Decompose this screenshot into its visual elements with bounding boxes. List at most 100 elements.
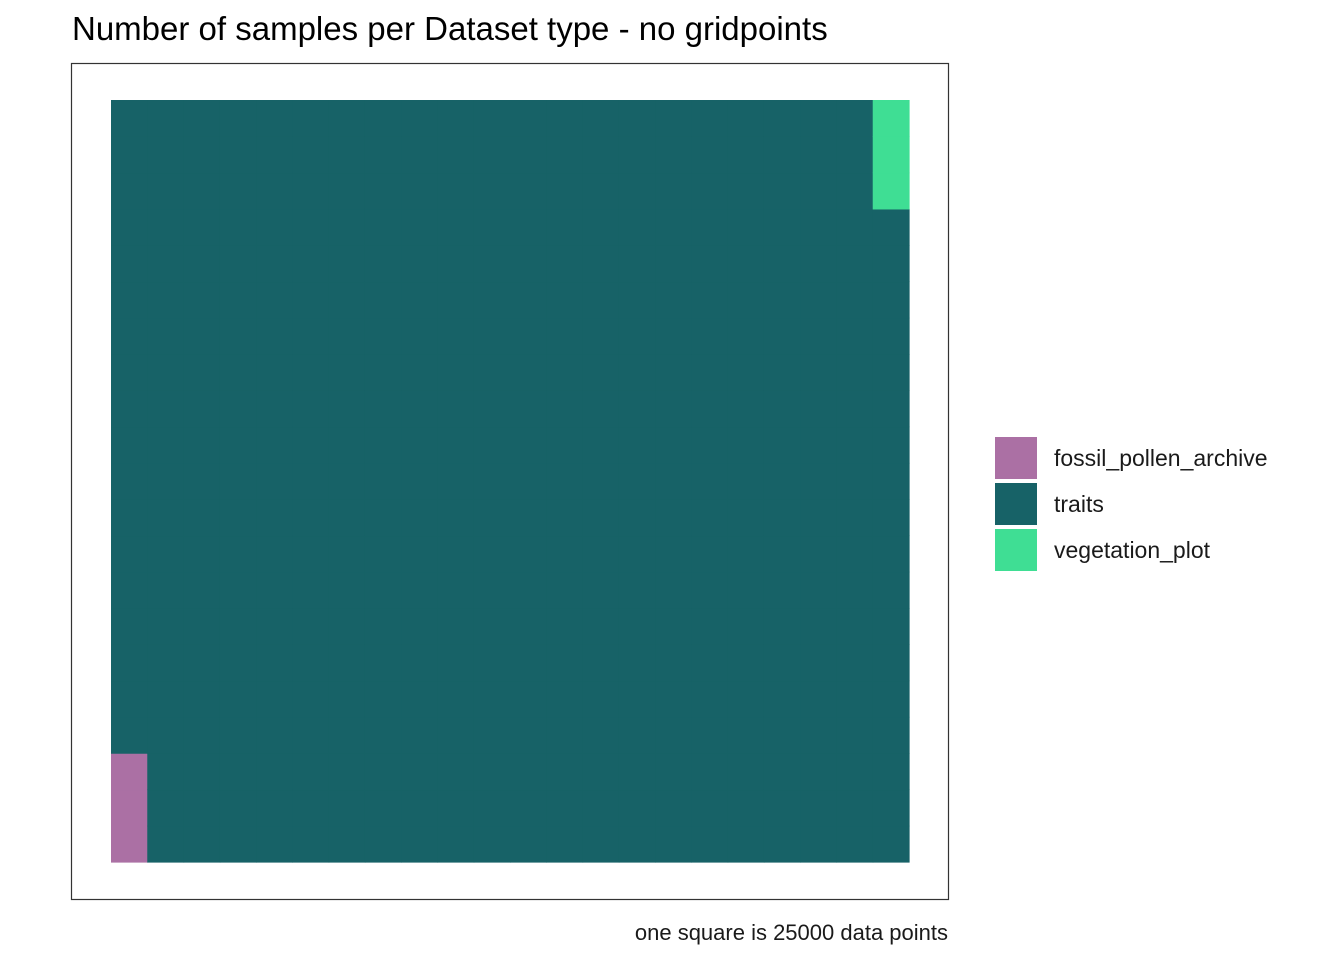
waffle-square-traits bbox=[219, 499, 257, 537]
waffle-square-traits bbox=[437, 462, 475, 500]
waffle-square-traits bbox=[800, 571, 838, 609]
waffle-square-traits bbox=[256, 608, 293, 645]
waffle-square-traits bbox=[582, 716, 620, 754]
waffle-square-traits bbox=[256, 644, 293, 682]
waffle-square-traits bbox=[655, 571, 692, 609]
waffle-square-traits bbox=[582, 753, 620, 791]
waffle-square-traits bbox=[510, 354, 547, 391]
waffle-square-traits bbox=[111, 608, 148, 645]
waffle-square-traits bbox=[328, 499, 366, 537]
waffle-square-traits bbox=[546, 317, 584, 355]
waffle-square-vegetation-plot bbox=[872, 172, 910, 210]
waffle-square-traits bbox=[727, 608, 765, 645]
waffle-square-traits bbox=[582, 789, 620, 827]
waffle-square-traits bbox=[800, 499, 838, 537]
waffle-square-traits bbox=[510, 208, 547, 246]
waffle-square-traits bbox=[219, 281, 257, 319]
waffle-square-traits bbox=[401, 535, 439, 573]
waffle-square-traits bbox=[618, 462, 656, 500]
waffle-square-traits bbox=[691, 208, 729, 246]
waffle-square-traits bbox=[437, 753, 475, 791]
waffle-square-traits bbox=[256, 789, 293, 827]
waffle-square-traits bbox=[256, 208, 293, 246]
waffle-square-traits bbox=[473, 281, 511, 319]
waffle-square-traits bbox=[872, 281, 910, 319]
waffle-square-traits bbox=[510, 535, 547, 573]
waffle-square-traits bbox=[510, 462, 547, 500]
legend-label: vegetation_plot bbox=[1054, 536, 1211, 563]
waffle-square-traits bbox=[147, 680, 185, 718]
legend-item-traits: traits bbox=[995, 481, 1268, 527]
waffle-square-traits bbox=[800, 825, 838, 863]
waffle-cells bbox=[111, 100, 910, 863]
waffle-square-traits bbox=[147, 499, 185, 537]
legend: fossil_pollen_archive traits vegetation_pl… bbox=[995, 435, 1268, 573]
legend-label: traits bbox=[1054, 490, 1104, 517]
waffle-square-traits bbox=[183, 680, 221, 718]
waffle-square-traits bbox=[691, 825, 729, 863]
waffle-square-traits bbox=[872, 245, 910, 283]
waffle-square-traits bbox=[147, 462, 185, 500]
waffle-square-traits bbox=[219, 825, 257, 863]
waffle-square-traits bbox=[510, 499, 547, 537]
waffle-square-traits bbox=[292, 100, 330, 137]
waffle-square-traits bbox=[763, 245, 801, 283]
waffle-square-traits bbox=[618, 317, 656, 355]
waffle-square-traits bbox=[872, 390, 910, 428]
waffle-square-traits bbox=[763, 281, 801, 319]
waffle-square-traits bbox=[219, 136, 257, 174]
waffle-square-traits bbox=[618, 100, 656, 137]
waffle-square-traits bbox=[800, 462, 838, 500]
waffle-square-traits bbox=[582, 571, 620, 609]
waffle-square-traits bbox=[292, 825, 330, 863]
waffle-square-traits bbox=[364, 245, 402, 283]
waffle-square-traits bbox=[256, 716, 293, 754]
chart-title: Number of samples per Dataset type - no … bbox=[72, 10, 828, 47]
waffle-square-traits bbox=[800, 716, 838, 754]
waffle-square-traits bbox=[364, 499, 402, 537]
waffle-square-traits bbox=[510, 680, 547, 718]
waffle-square-traits bbox=[655, 245, 692, 283]
waffle-square-traits bbox=[836, 644, 874, 682]
waffle-square-traits bbox=[800, 281, 838, 319]
waffle-square-traits bbox=[219, 644, 257, 682]
waffle-square-traits bbox=[618, 136, 656, 174]
waffle-square-traits bbox=[546, 571, 584, 609]
waffle-square-traits bbox=[618, 753, 656, 791]
waffle-square-traits bbox=[836, 716, 874, 754]
waffle-square-traits bbox=[763, 317, 801, 355]
waffle-square-traits bbox=[219, 789, 257, 827]
waffle-square-traits bbox=[691, 716, 729, 754]
waffle-square-traits bbox=[727, 172, 765, 210]
waffle-square-traits bbox=[546, 825, 584, 863]
waffle-square-traits bbox=[582, 535, 620, 573]
waffle-square-traits bbox=[401, 136, 439, 174]
waffle-square-traits bbox=[836, 281, 874, 319]
waffle-square-traits bbox=[763, 571, 801, 609]
waffle-square-traits bbox=[364, 571, 402, 609]
waffle-square-traits bbox=[582, 245, 620, 283]
waffle-square-traits bbox=[219, 317, 257, 355]
waffle-square-traits bbox=[872, 208, 910, 246]
waffle-square-traits bbox=[401, 317, 439, 355]
waffle-square-traits bbox=[800, 789, 838, 827]
waffle-square-traits bbox=[328, 462, 366, 500]
waffle-square-traits bbox=[219, 426, 257, 464]
waffle-square-traits bbox=[510, 390, 547, 428]
waffle-square-traits bbox=[872, 535, 910, 573]
waffle-square-traits bbox=[437, 789, 475, 827]
waffle-square-traits bbox=[256, 281, 293, 319]
waffle-square-traits bbox=[473, 680, 511, 718]
waffle-square-traits bbox=[727, 535, 765, 573]
waffle-square-traits bbox=[763, 535, 801, 573]
waffle-square-traits bbox=[292, 426, 330, 464]
waffle-square-traits bbox=[763, 825, 801, 863]
waffle-square-traits bbox=[328, 608, 366, 645]
waffle-square-traits bbox=[546, 172, 584, 210]
waffle-square-traits bbox=[510, 789, 547, 827]
waffle-square-traits bbox=[401, 245, 439, 283]
waffle-square-traits bbox=[437, 317, 475, 355]
waffle-square-traits bbox=[401, 390, 439, 428]
waffle-square-traits bbox=[872, 608, 910, 645]
